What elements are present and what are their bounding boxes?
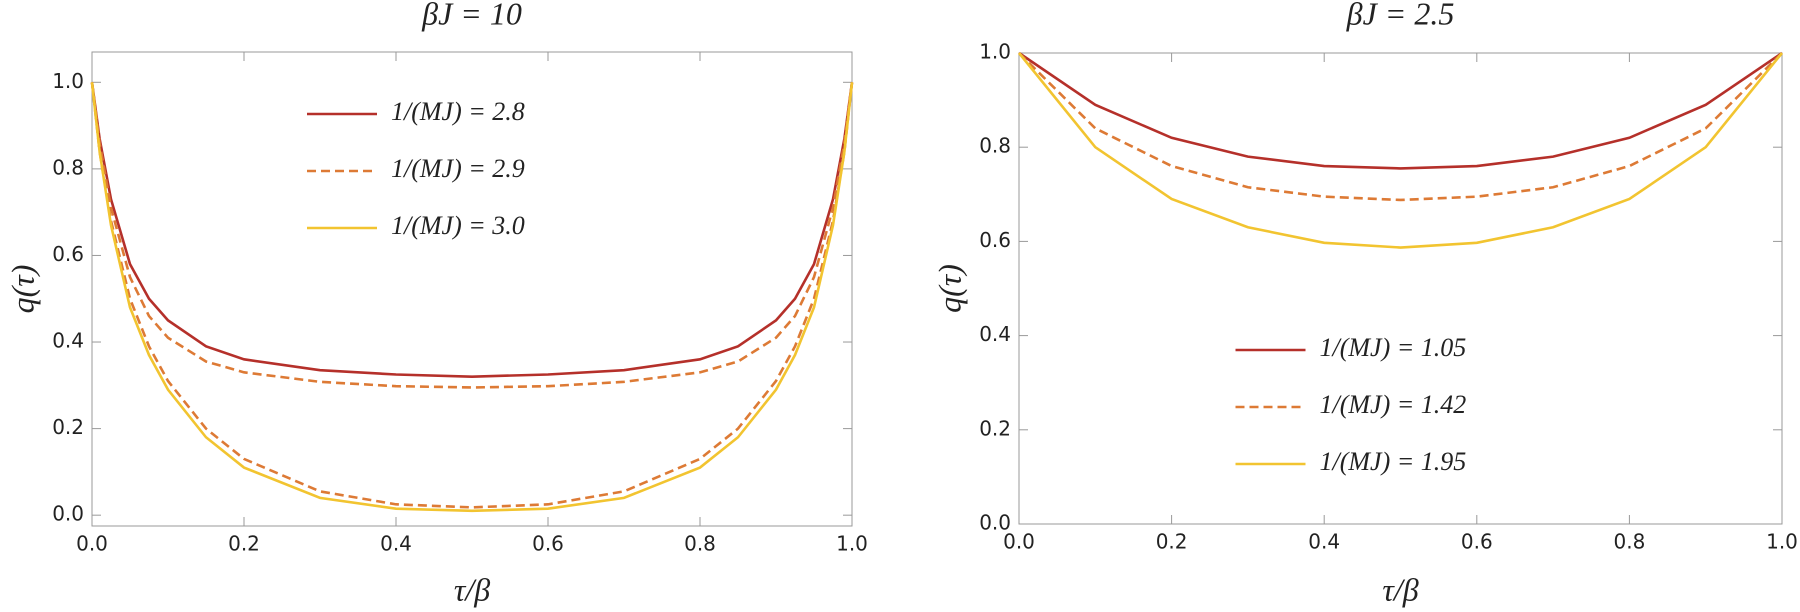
- y-tick-label: 0.0: [979, 511, 1011, 535]
- chart-title: βJ = 2.5: [1346, 0, 1455, 31]
- y-tick-label: 0.2: [979, 416, 1011, 440]
- x-tick-label: 0.4: [380, 532, 412, 556]
- x-tick-label: 0.6: [1461, 530, 1493, 554]
- chart-title: βJ = 10: [421, 0, 522, 31]
- y-tick-label: 0.6: [52, 242, 84, 266]
- series-line: [90, 82, 854, 389]
- series-line: [90, 82, 854, 513]
- y-tick-label: 1.0: [979, 40, 1011, 64]
- x-tick-label: 0.0: [1003, 530, 1035, 554]
- x-tick-label: 0.0: [76, 532, 108, 556]
- plot-frame: [1018, 52, 1783, 525]
- y-axis-label: q(τ): [4, 265, 40, 314]
- series-line: [90, 82, 854, 378]
- x-tick-label: 1.0: [1766, 530, 1798, 554]
- legend-label: 1/(MJ) = 1.95: [1320, 447, 1467, 476]
- y-tick-label: 0.4: [52, 329, 84, 353]
- plot-frame: [91, 51, 853, 527]
- legend-label: 1/(MJ) = 2.9: [391, 154, 525, 183]
- series-line: [1018, 51, 1783, 170]
- y-tick-label: 0.2: [52, 415, 84, 439]
- x-axis-label: τ/β: [454, 571, 490, 607]
- x-tick-label: 0.8: [1613, 530, 1645, 554]
- y-axis-label: q(τ): [931, 264, 967, 313]
- series-line: [1018, 52, 1783, 202]
- x-tick-label: 0.8: [684, 532, 716, 556]
- legend-label: 1/(MJ) = 1.05: [1320, 333, 1467, 362]
- legend-label: 1/(MJ) = 3.0: [391, 211, 525, 240]
- y-tick-label: 0.6: [979, 228, 1011, 252]
- x-tick-label: 0.6: [532, 532, 564, 556]
- legend-label: 1/(MJ) = 1.42: [1320, 390, 1467, 419]
- x-tick-label: 0.4: [1308, 530, 1340, 554]
- y-tick-label: 0.8: [979, 134, 1011, 158]
- series-line: [90, 82, 854, 509]
- y-tick-label: 0.4: [979, 322, 1011, 346]
- y-tick-label: 0.0: [52, 502, 84, 526]
- x-tick-label: 0.2: [1156, 530, 1188, 554]
- x-tick-label: 0.2: [228, 532, 260, 556]
- y-tick-label: 0.8: [52, 155, 84, 179]
- legend-label: 1/(MJ) = 2.8: [391, 97, 525, 126]
- y-tick-label: 1.0: [52, 69, 84, 93]
- series-line: [1017, 52, 1784, 249]
- x-axis-label: τ/β: [1382, 571, 1418, 607]
- x-tick-label: 1.0: [836, 532, 868, 556]
